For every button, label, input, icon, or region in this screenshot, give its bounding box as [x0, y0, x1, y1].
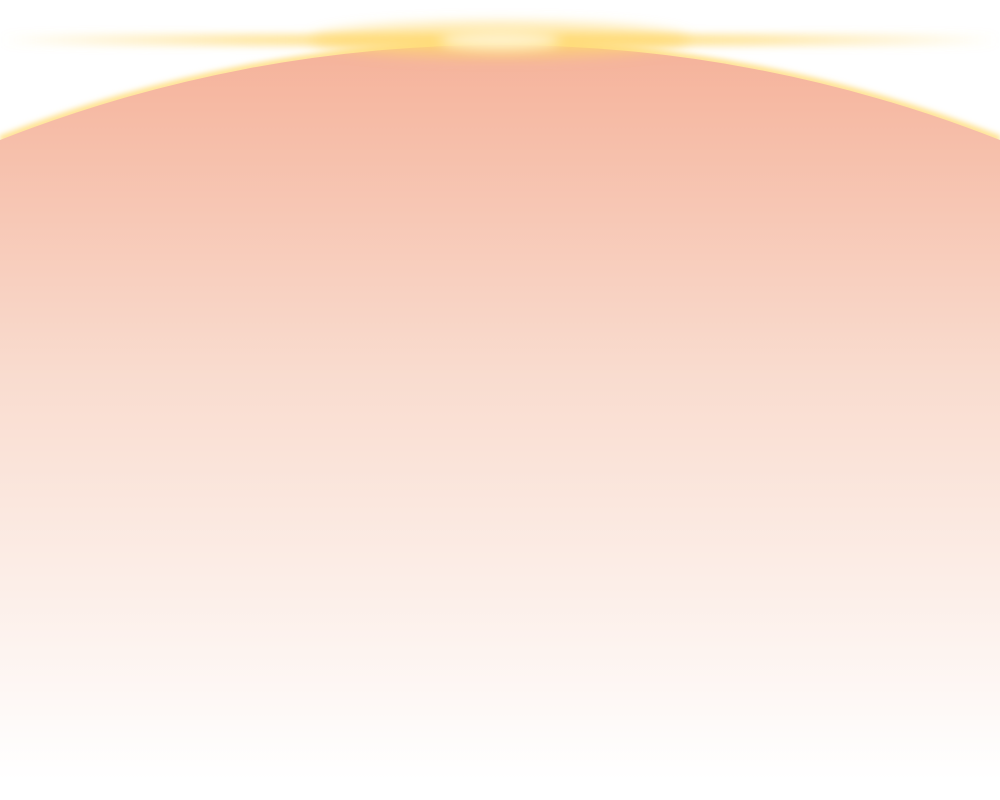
- sun-arc-shape: [0, 44, 1000, 800]
- sun-glow-core: [440, 31, 560, 49]
